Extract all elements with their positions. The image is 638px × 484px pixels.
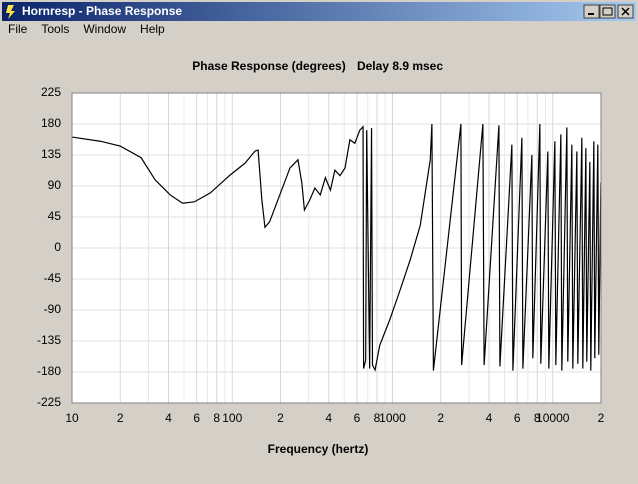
menu-item[interactable]: Tools <box>41 22 69 36</box>
x-tick-label: 2 <box>598 411 605 425</box>
plot <box>71 123 602 372</box>
y-tick-label: 135 <box>41 147 61 161</box>
x-tick-label: 10 <box>65 411 79 425</box>
x-tick-label: 2 <box>117 411 124 425</box>
menu-item[interactable]: File <box>8 22 28 36</box>
y-tick-label: 0 <box>54 240 61 254</box>
plot-border <box>71 92 602 404</box>
y-tick-label: -180 <box>37 364 61 378</box>
maximize-button[interactable] <box>599 4 616 19</box>
window-buttons[interactable] <box>583 4 634 19</box>
menu-bar: File Tools Window Help <box>8 22 165 36</box>
window-title: Hornresp - Phase Response <box>22 4 182 18</box>
y-tick-label: 90 <box>48 178 62 192</box>
y-tick-label: 225 <box>41 85 61 99</box>
y-tick-label: -135 <box>37 333 61 347</box>
y-tick-label: -225 <box>37 395 61 409</box>
x-tick-label: 4 <box>165 411 172 425</box>
x-tick-label: 6 <box>514 411 521 425</box>
x-tick-label: 4 <box>325 411 332 425</box>
close-icon <box>621 7 630 16</box>
title-bar <box>2 2 636 21</box>
minimize-button[interactable] <box>583 4 600 19</box>
chart-title: Phase Response (degrees) <box>192 59 345 73</box>
app-icon <box>6 5 15 19</box>
x-tick-label: 6 <box>193 411 200 425</box>
y-tick-label: -90 <box>44 302 62 316</box>
x-tick-label: 8 <box>534 411 541 425</box>
menu-item[interactable]: Help <box>140 22 165 36</box>
menu-item[interactable]: Window <box>83 22 126 36</box>
y-tick-label: -45 <box>44 271 62 285</box>
x-tick-label: 4 <box>486 411 493 425</box>
x-tick-label: 6 <box>354 411 361 425</box>
x-tick-label: 2 <box>277 411 284 425</box>
phase-line <box>71 123 602 372</box>
x-tick-label: 8 <box>213 411 220 425</box>
chart-annotation: Delay 8.9 msec <box>357 59 443 73</box>
x-axis-label: Frequency (hertz) <box>268 442 369 456</box>
maximize-icon <box>602 7 613 16</box>
x-tick-label: 10000 <box>536 411 570 425</box>
x-tick-label: 1000 <box>379 411 406 425</box>
y-tick-label: 45 <box>48 209 62 223</box>
y-tick-label: 180 <box>41 116 61 130</box>
x-tick-label: 100 <box>222 411 242 425</box>
x-tick-label: 2 <box>437 411 444 425</box>
x-tick-label: 8 <box>374 411 381 425</box>
